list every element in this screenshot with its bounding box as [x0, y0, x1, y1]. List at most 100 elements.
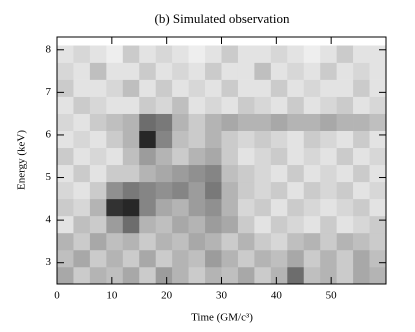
- heat-cell: [320, 249, 337, 268]
- heat-cell: [205, 198, 222, 217]
- heat-cell: [270, 130, 288, 149]
- heat-cell: [353, 113, 370, 131]
- heat-cell: [57, 164, 74, 183]
- heat-cell: [336, 79, 354, 97]
- heat-cell: [205, 147, 222, 166]
- heat-cell: [270, 198, 288, 217]
- heat-cell: [172, 130, 189, 149]
- heat-cell: [139, 249, 156, 268]
- heat-cell: [155, 198, 173, 217]
- heat-cell: [369, 147, 387, 166]
- heat-cell: [254, 45, 272, 63]
- heat-cell: [336, 198, 354, 217]
- heat-cell: [122, 232, 140, 251]
- heat-cell: [155, 164, 173, 183]
- heat-cell: [122, 62, 140, 80]
- heat-cell: [106, 215, 124, 234]
- heat-cell: [237, 62, 255, 80]
- heat-cell: [188, 266, 206, 285]
- heat-cell: [353, 130, 370, 149]
- x-tick-label: 0: [54, 290, 60, 302]
- heat-cell: [237, 96, 255, 114]
- heat-cell: [155, 215, 173, 234]
- heat-cell: [221, 45, 239, 63]
- heat-cell: [353, 164, 370, 183]
- y-axis-label: Energy (keV): [16, 130, 28, 190]
- heat-cell: [205, 62, 222, 80]
- heat-cell: [336, 232, 354, 251]
- heat-cell: [287, 198, 305, 217]
- heat-cell: [89, 249, 107, 268]
- y-tick-label: 5: [46, 171, 52, 183]
- heat-cell: [205, 113, 222, 131]
- heat-cell: [336, 45, 354, 63]
- heat-cell: [320, 215, 337, 234]
- heat-cell: [369, 62, 387, 80]
- heat-cell: [172, 62, 189, 80]
- heat-cell: [221, 62, 239, 80]
- heat-cell: [270, 113, 288, 131]
- heat-cell: [89, 232, 107, 251]
- heat-cell: [57, 215, 74, 234]
- heat-cell: [353, 45, 370, 63]
- heat-cell: [139, 45, 156, 63]
- heat-cell: [320, 164, 337, 183]
- heat-cell: [369, 198, 387, 217]
- heat-cell: [57, 45, 74, 63]
- heat-cell: [287, 147, 305, 166]
- heat-cell: [221, 113, 239, 131]
- heat-cell: [237, 45, 255, 63]
- heat-cell: [122, 130, 140, 149]
- heat-cell: [89, 198, 107, 217]
- heat-cell: [254, 147, 272, 166]
- heat-cell: [320, 147, 337, 166]
- heat-cell: [57, 96, 74, 114]
- heat-cell: [89, 147, 107, 166]
- heat-cell: [254, 96, 272, 114]
- heat-cell: [287, 62, 305, 80]
- heat-cell: [254, 181, 272, 200]
- heat-cell: [172, 266, 189, 285]
- heat-cell: [320, 79, 337, 97]
- heat-cell: [139, 198, 156, 217]
- heat-cell: [172, 79, 189, 97]
- heat-cell: [188, 181, 206, 200]
- heat-cell: [89, 113, 107, 131]
- heat-cell: [270, 249, 288, 268]
- heat-cell: [73, 164, 91, 183]
- heat-cell: [155, 181, 173, 200]
- heat-cell: [73, 232, 91, 251]
- heat-cell: [221, 96, 239, 114]
- heat-cell: [188, 113, 206, 131]
- heat-cell: [254, 232, 272, 251]
- heat-cell: [172, 198, 189, 217]
- heat-cell: [254, 249, 272, 268]
- heat-cell: [57, 113, 74, 131]
- heat-cell: [73, 198, 91, 217]
- heat-cell: [89, 164, 107, 183]
- y-tick-label: 3: [46, 256, 52, 268]
- heat-cell: [270, 215, 288, 234]
- heat-cell: [139, 181, 156, 200]
- heat-cell: [139, 79, 156, 97]
- heat-cell: [205, 96, 222, 114]
- heat-cell: [122, 79, 140, 97]
- heat-cell: [320, 45, 337, 63]
- heat-cell: [188, 215, 206, 234]
- heat-cell: [254, 266, 272, 285]
- heat-cell: [237, 266, 255, 285]
- heat-cell: [139, 232, 156, 251]
- heat-cell: [221, 215, 239, 234]
- heat-cell: [172, 45, 189, 63]
- heat-cell: [188, 45, 206, 63]
- heat-cell: [73, 62, 91, 80]
- heat-cell: [106, 130, 124, 149]
- heat-cell: [205, 79, 222, 97]
- heat-cell: [139, 62, 156, 80]
- heat-cell: [73, 181, 91, 200]
- heat-cell: [155, 96, 173, 114]
- heat-cell: [303, 198, 321, 217]
- heat-cell: [287, 232, 305, 251]
- heat-cell: [188, 62, 206, 80]
- heat-cell: [73, 215, 91, 234]
